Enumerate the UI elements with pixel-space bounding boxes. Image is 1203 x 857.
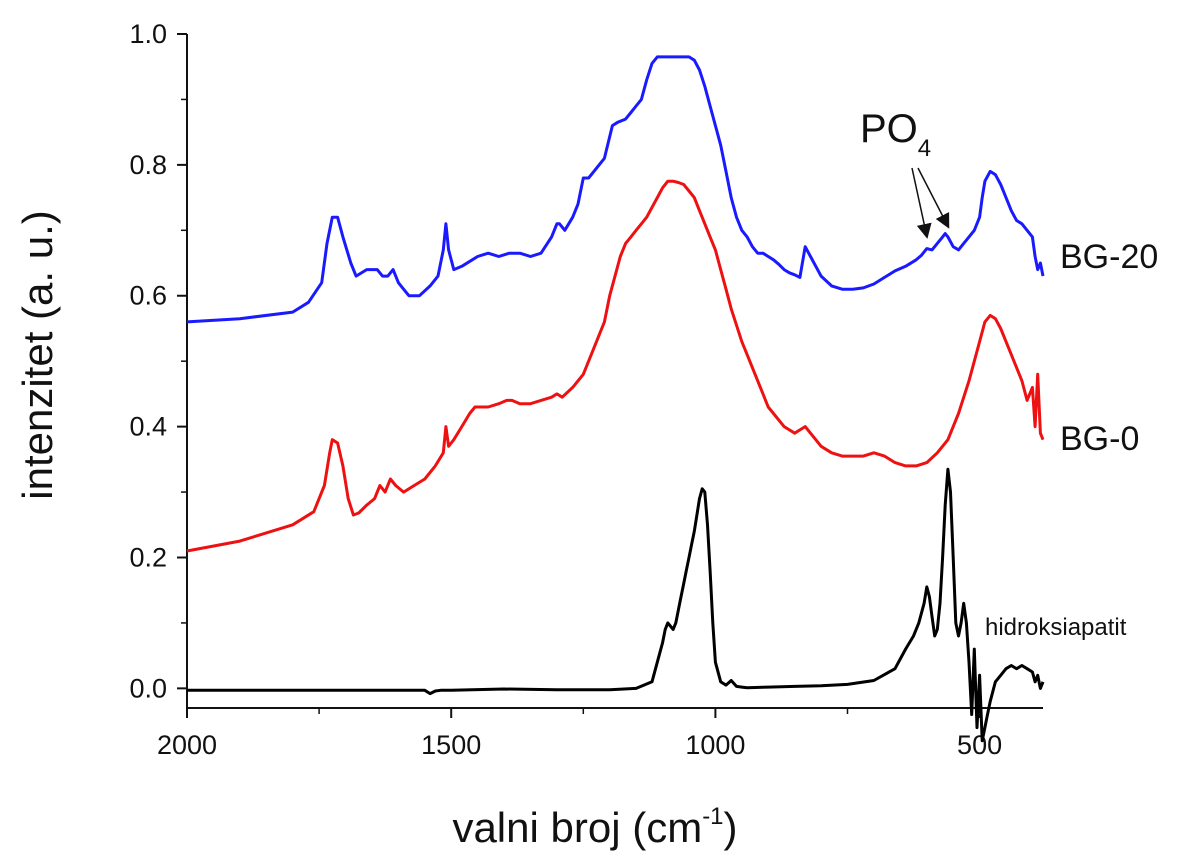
po4-annotation-subscript: 4 bbox=[918, 135, 931, 162]
series-line-bg-0 bbox=[186, 179, 1045, 553]
series-label-hidroksiapatit: hidroksiapatit bbox=[985, 614, 1127, 641]
x-tick-label: 2000 bbox=[157, 730, 217, 760]
series-label-bg0: BG-0 bbox=[1060, 420, 1139, 458]
po4-annotation-text: PO bbox=[860, 107, 918, 151]
x-tick-label: 1000 bbox=[685, 730, 745, 760]
y-tick-label: 0.6 bbox=[129, 281, 167, 311]
x-axis-label: valni broj (cm-1) bbox=[452, 803, 737, 851]
series-line-hidroksiapatit bbox=[187, 467, 1045, 743]
x-axis-label-close: ) bbox=[724, 804, 738, 851]
y-tick-label: 0.4 bbox=[129, 412, 167, 442]
po4-arrow bbox=[911, 167, 932, 239]
x-tick-label: 1500 bbox=[421, 730, 481, 760]
y-tick-label: 0.2 bbox=[129, 542, 167, 572]
y-tick-label: 0.8 bbox=[129, 150, 167, 180]
y-tick-label: 1.0 bbox=[129, 19, 167, 49]
x-axis-label-superscript: -1 bbox=[702, 803, 723, 830]
series-label-bg20: BG-20 bbox=[1060, 238, 1158, 276]
y-tick-label: 0.0 bbox=[129, 673, 167, 703]
po4-annotation-label: PO4 bbox=[860, 107, 931, 162]
axes-layer: 0.0 0.2 0.4 0.6 0.8 1.0 2000 1500 1000 500 bbox=[129, 19, 1043, 760]
y-axis-label: intenzitet (a. u.) bbox=[14, 210, 61, 499]
x-tick-label: 500 bbox=[957, 730, 1002, 760]
series-layer bbox=[186, 55, 1045, 743]
annotation-layer bbox=[911, 167, 950, 239]
x-axis-label-main: valni broj (cm bbox=[452, 804, 702, 851]
po4-arrow bbox=[917, 167, 950, 229]
series-line-bg-20 bbox=[186, 55, 1045, 324]
